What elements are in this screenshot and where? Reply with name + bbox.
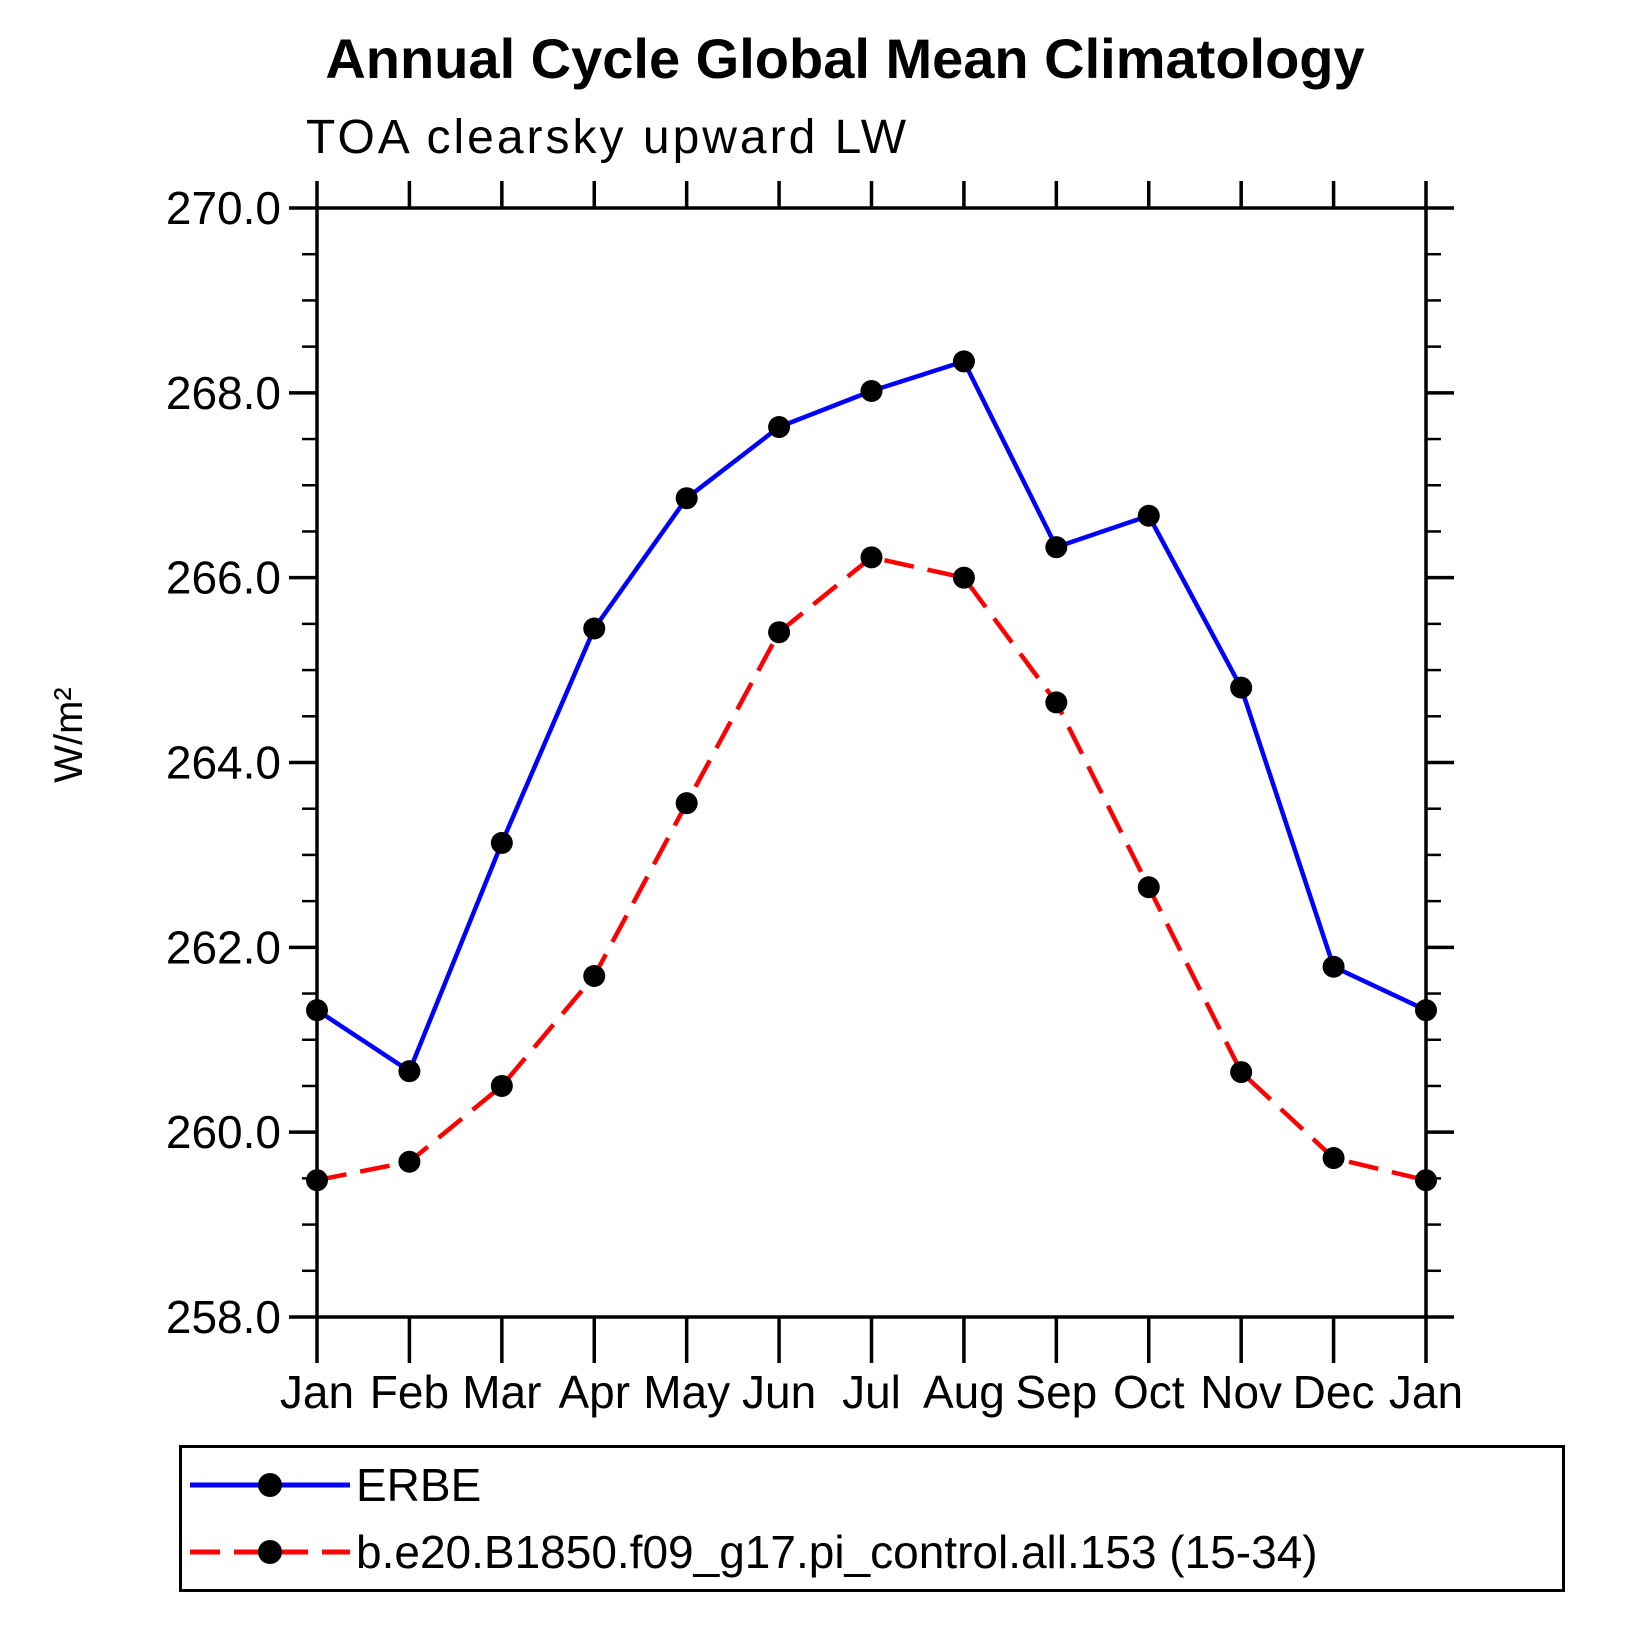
x-tick-label: Feb [370,1366,449,1418]
data-point-marker-series-1 [768,621,791,644]
x-tick-label: Aug [923,1366,1005,1418]
data-point-marker-series-0 [1415,999,1437,1022]
legend-row-erbe: ERBE [182,1455,1562,1515]
y-tick-label: 264.0 [166,737,281,789]
data-point-marker-series-0 [306,999,328,1022]
data-point-marker-series-0 [583,617,606,640]
legend-label-model: b.e20.B1850.f09_g17.pi_control.all.153 (… [356,1525,1318,1578]
chart-subtitle: TOA clearsky upward LW [306,111,910,164]
x-tick-label: Oct [1113,1366,1185,1418]
chart-title: Annual Cycle Global Mean Climatology [325,27,1365,90]
data-point-marker-series-0 [1322,955,1345,978]
data-point-marker-series-1 [1415,1169,1437,1192]
data-point-marker-series-1 [306,1169,328,1192]
data-point-marker-series-1 [398,1150,421,1173]
x-tick-label: Jun [742,1366,816,1418]
x-tick-label: Apr [558,1366,630,1418]
data-point-marker-series-0 [1230,676,1253,699]
data-point-marker-series-0 [860,379,883,402]
data-point-marker-series-0 [1045,536,1068,559]
y-tick-label: 266.0 [166,552,281,604]
legend-line-sample-solid [190,1473,350,1498]
x-tick-label: Dec [1293,1366,1375,1418]
x-tick-label: Jul [842,1366,901,1418]
x-tick-label: Jan [280,1366,354,1418]
plot-border [315,206,1428,1319]
legend-line-sample-dashed [190,1539,350,1564]
data-point-marker-series-1 [1045,691,1068,714]
y-tick-label: 260.0 [166,1106,281,1158]
x-tick-label: May [643,1366,730,1418]
data-point-marker-series-1 [860,546,883,569]
data-point-marker-series-0 [768,416,791,439]
series-line-1 [316,555,1427,1183]
y-axis-label: W/m² [47,687,91,783]
data-point-marker-series-1 [583,964,606,987]
legend-label-erbe: ERBE [356,1459,482,1512]
y-tick-label: 270.0 [166,182,281,234]
x-tick-label: Sep [1015,1366,1097,1418]
data-point-marker-series-1 [490,1074,513,1097]
x-tick-label: Mar [462,1366,541,1418]
y-tick-label: 262.0 [166,921,281,973]
data-point-marker-series-1 [1230,1061,1253,1084]
y-tick-label: 268.0 [166,367,281,419]
legend-box: ERBE b.e20.B1850.f09_g17.pi_control.all.… [179,1445,1565,1592]
data-point-marker-series-0 [952,350,975,373]
data-point-marker-series-0 [490,831,513,854]
data-point-marker-series-1 [1322,1147,1345,1170]
data-point-marker-series-0 [398,1060,421,1083]
data-point-marker-series-0 [675,487,698,510]
data-point-marker-series-1 [1137,876,1160,899]
series-line-0 [315,359,1427,1074]
data-point-marker-series-0 [1137,504,1160,527]
legend-row-model: b.e20.B1850.f09_g17.pi_control.all.153 (… [182,1522,1562,1582]
x-tick-label: Jan [1389,1366,1463,1418]
data-point-marker-series-1 [675,792,698,815]
y-tick-label: 258.0 [166,1291,281,1343]
x-tick-label: Nov [1200,1366,1282,1418]
data-point-marker-series-1 [952,566,975,589]
